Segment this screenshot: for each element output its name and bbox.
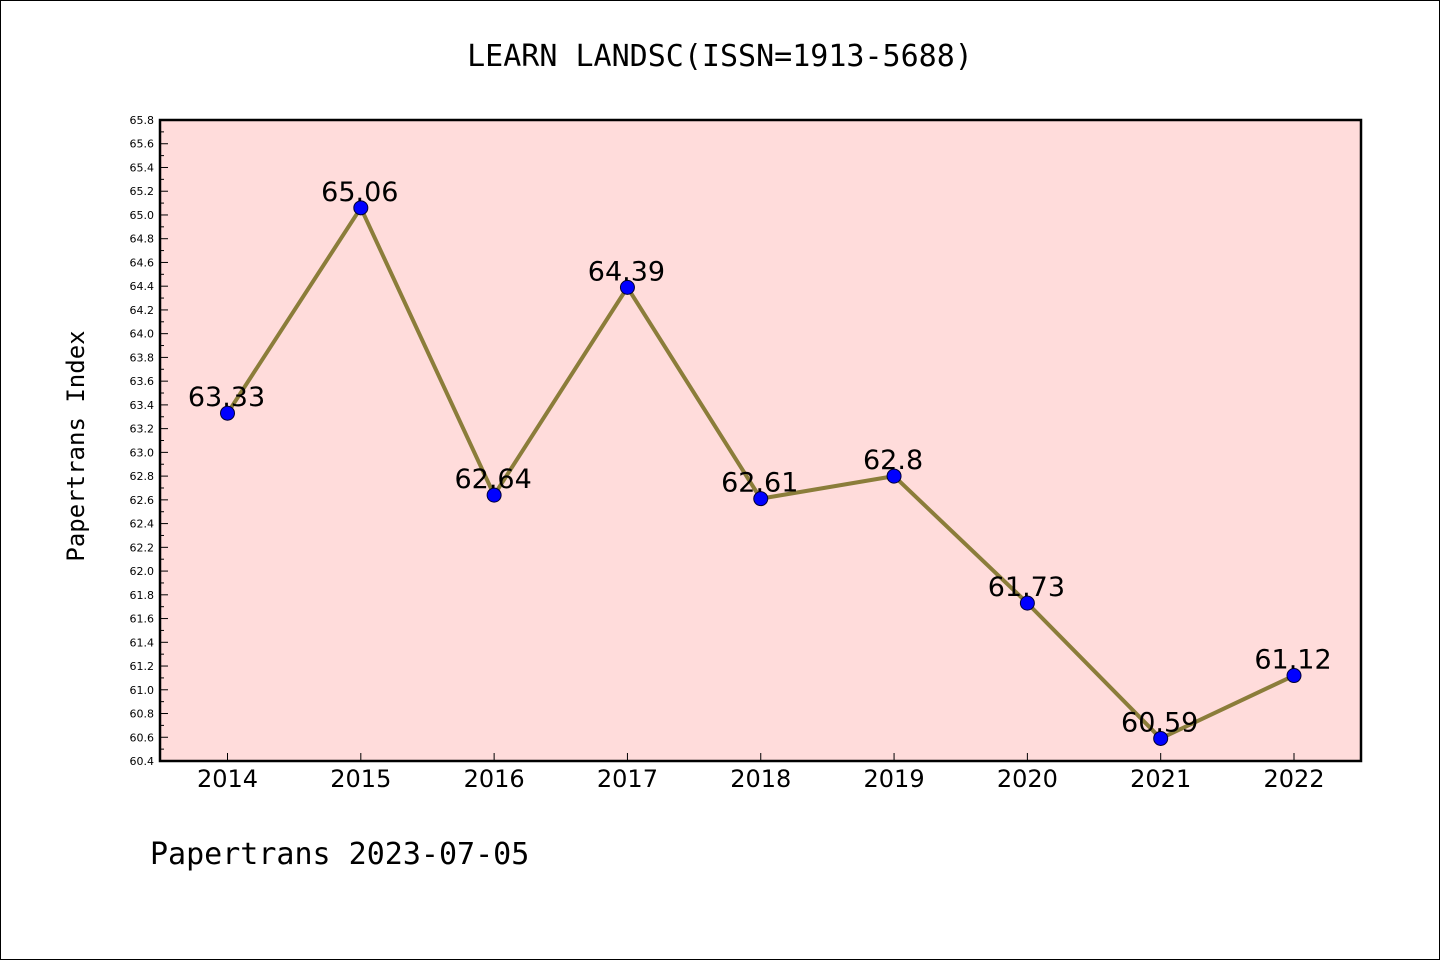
data-point — [220, 405, 235, 421]
y-tick-label: 63.8 — [130, 351, 155, 364]
x-tick-label: 2022 — [1263, 765, 1324, 793]
y-tick-label: 65.6 — [130, 138, 155, 151]
y-tick-label: 61.2 — [130, 660, 155, 673]
y-tick-label: 60.4 — [130, 755, 155, 768]
data-point — [619, 279, 635, 295]
data-label: 62.8 — [863, 445, 923, 476]
data-point — [1019, 595, 1035, 611]
y-tick-label: 60.8 — [130, 708, 155, 721]
y-tick-label: 60.6 — [130, 731, 155, 744]
data-point — [1153, 730, 1169, 746]
data-point — [353, 200, 369, 216]
y-tick-label: 63.0 — [130, 446, 155, 459]
data-label: 64.39 — [588, 256, 665, 287]
x-tick-label: 2017 — [597, 765, 658, 793]
y-tick-label: 61.8 — [130, 589, 155, 602]
data-point — [1286, 668, 1302, 684]
data-label: 60.59 — [1121, 707, 1198, 738]
y-axis: 60.4 60.6 60.8 61.0 61.2 61.4 61.6 61.8 62.0 62.2… — [130, 114, 168, 768]
data-label: 61.12 — [1254, 645, 1331, 676]
data-label: 65.06 — [321, 177, 398, 208]
data-label: 63.33 — [188, 382, 265, 413]
x-tick-label: 2018 — [730, 765, 791, 793]
y-tick-label: 63.4 — [130, 399, 155, 412]
x-tick-label: 2016 — [464, 765, 525, 793]
plot-area — [158, 118, 1363, 763]
x-tick-label: 2015 — [330, 765, 391, 793]
x-tick-label: 2021 — [1130, 765, 1191, 793]
data-label: 62.61 — [721, 468, 798, 499]
x-axis: 2014 2015 2016 2017 2018 2019 2020 2021 2022 — [197, 753, 1325, 793]
y-tick-label: 65.4 — [130, 161, 155, 174]
y-tick-label: 61.6 — [130, 613, 155, 626]
data-labels: 63.33 65.06 62.64 64.39 62.61 62.8 61.73 60.59 6… — [188, 177, 1332, 739]
y-tick-label: 63.2 — [130, 423, 155, 436]
y-tick-label: 62.2 — [130, 541, 155, 554]
y-tick-label: 64.2 — [130, 304, 155, 317]
y-tick-label: 61.0 — [130, 684, 155, 697]
x-tick-label: 2014 — [197, 765, 258, 793]
y-tick-label: 64.6 — [130, 256, 155, 269]
x-tick-label: 2020 — [997, 765, 1058, 793]
y-tick-label: 64.4 — [130, 280, 155, 293]
x-tick-label: 2019 — [864, 765, 925, 793]
y-tick-label: 65.8 — [130, 114, 155, 127]
data-label: 61.73 — [988, 572, 1065, 603]
data-label: 62.64 — [454, 464, 531, 495]
data-point — [753, 491, 769, 507]
y-tick-label: 62.4 — [130, 518, 155, 531]
data-point — [486, 487, 502, 503]
y-tick-label: 65.2 — [130, 185, 155, 198]
y-tick-label: 62.8 — [130, 470, 155, 483]
y-tick-label: 62.0 — [130, 565, 155, 578]
y-tick-label: 65.0 — [130, 209, 155, 222]
y-tick-label: 64.8 — [130, 233, 155, 246]
footer-text: Papertrans 2023-07-05 — [150, 837, 529, 872]
chart-title: LEARN LANDSC(ISSN=1913-5688) — [467, 39, 973, 74]
data-point — [886, 468, 902, 484]
series — [220, 200, 1302, 746]
y-tick-label: 62.6 — [130, 494, 155, 507]
y-tick-label: 63.6 — [130, 375, 155, 388]
y-tick-label: 61.4 — [130, 636, 155, 649]
y-tick-label: 64.0 — [130, 328, 155, 341]
y-axis-label: Papertrans Index — [62, 330, 90, 561]
